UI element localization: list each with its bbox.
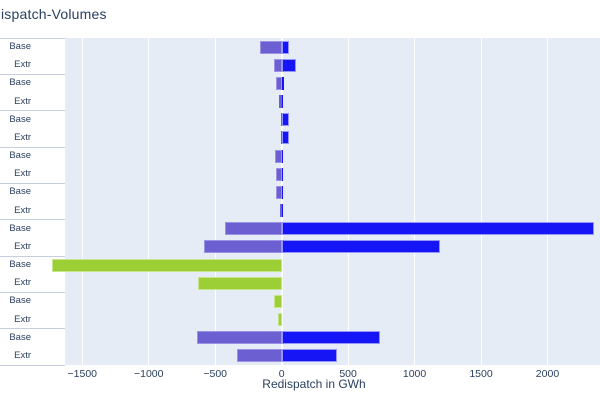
bar-segment-blue[interactable]	[281, 149, 283, 163]
bar-segment-blue[interactable]	[281, 222, 595, 236]
bar-segment-blue[interactable]	[281, 204, 283, 218]
gridline	[347, 38, 349, 365]
y-tick-label: Extr	[14, 313, 31, 325]
axis-divider	[0, 182, 65, 184]
bar-segment-purple[interactable]	[203, 240, 282, 254]
bar-segment-blue[interactable]	[281, 240, 440, 254]
bar-segment-purple[interactable]	[276, 167, 282, 181]
plot-area[interactable]	[65, 38, 600, 365]
bar-segment-purple[interactable]	[273, 58, 282, 72]
bar-segment-blue[interactable]	[281, 58, 296, 72]
x-tick-label: 500	[339, 368, 357, 380]
bar-segment-purple[interactable]	[237, 349, 282, 363]
y-tick-label: Extr	[14, 95, 31, 107]
bar-segment-blue[interactable]	[281, 76, 285, 90]
x-tick-label: −500	[203, 368, 228, 380]
y-tick-label: Base	[9, 259, 31, 271]
bar-segment-blue[interactable]	[281, 95, 283, 109]
y-tick-label: Base	[9, 77, 31, 89]
x-axis-title: Redispatch in GWh	[262, 377, 366, 391]
zero-gridline	[280, 38, 283, 365]
y-tick-label: Extr	[14, 59, 31, 71]
bar-segment-purple[interactable]	[280, 113, 282, 127]
y-tick-label: Base	[9, 331, 31, 343]
x-tick-label: 2000	[535, 368, 560, 380]
gridline	[148, 38, 150, 365]
bar-segment-blue[interactable]	[281, 131, 290, 145]
gridline	[414, 38, 416, 365]
bar-segment-purple[interactable]	[280, 204, 282, 218]
bar-segment-purple[interactable]	[276, 185, 282, 199]
y-tick-label: Base	[9, 295, 31, 307]
bar-segment-purple[interactable]	[224, 222, 282, 236]
y-tick-label: Base	[9, 41, 31, 53]
bar-segment-purple[interactable]	[276, 76, 282, 90]
x-tick-label: −1000	[133, 368, 164, 380]
axis-divider	[0, 364, 65, 366]
y-tick-label: Extr	[14, 349, 31, 361]
bar-segment-green[interactable]	[273, 294, 282, 308]
axis-divider	[0, 219, 65, 221]
axis-divider	[0, 110, 65, 112]
y-tick-label: Extr	[14, 204, 31, 216]
x-tick-label: 0	[278, 368, 285, 380]
axis-divider	[0, 73, 65, 75]
bar-segment-purple[interactable]	[275, 149, 282, 163]
bar-segment-green[interactable]	[51, 258, 282, 272]
y-tick-label: Extr	[14, 168, 31, 180]
y-tick-label: Extr	[14, 131, 31, 143]
bar-segment-purple[interactable]	[280, 131, 282, 145]
axis-divider	[0, 146, 65, 148]
y-tick-label: Base	[9, 222, 31, 234]
x-tick-label: −1500	[67, 368, 98, 380]
bar-segment-blue[interactable]	[281, 167, 283, 181]
gridline	[214, 38, 216, 365]
chart-title: ispatch-Volumes	[1, 6, 107, 22]
axis-divider	[0, 291, 65, 293]
y-tick-label: Base	[9, 113, 31, 125]
axis-divider	[0, 37, 65, 39]
y-tick-label: Extr	[14, 240, 31, 252]
x-tick-label: 1500	[469, 368, 493, 380]
gridline	[81, 38, 83, 365]
bar-segment-green[interactable]	[277, 313, 282, 327]
y-tick-label: Extr	[14, 277, 31, 289]
x-tick-label: 1000	[402, 368, 427, 380]
bar-segment-green[interactable]	[197, 276, 282, 290]
bar-segment-blue[interactable]	[281, 40, 289, 54]
bar-segment-blue[interactable]	[281, 185, 284, 199]
bar-segment-blue[interactable]	[281, 331, 381, 345]
bar-segment-purple[interactable]	[259, 40, 282, 54]
bar-segment-purple[interactable]	[196, 331, 282, 345]
axis-divider	[0, 255, 65, 257]
gridline	[546, 38, 548, 365]
bar-segment-purple[interactable]	[279, 95, 282, 109]
axis-divider	[0, 328, 65, 330]
bar-segment-blue[interactable]	[281, 349, 338, 363]
y-tick-label: Base	[9, 150, 31, 162]
gridline	[480, 38, 482, 365]
y-tick-label: Base	[9, 186, 31, 198]
bar-segment-blue[interactable]	[281, 113, 289, 127]
